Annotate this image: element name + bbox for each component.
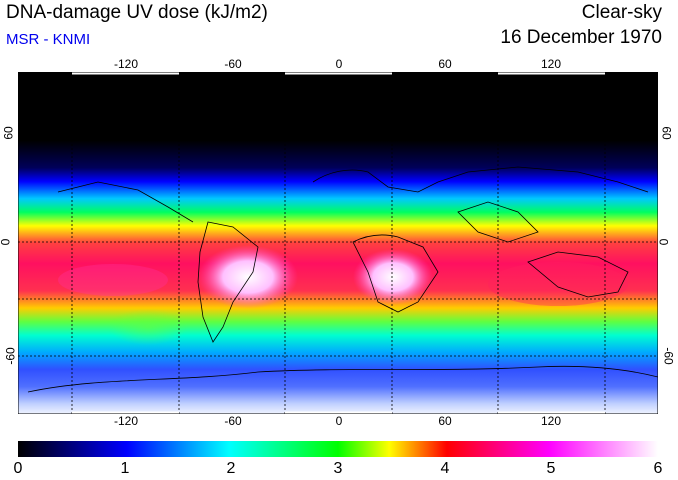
color-scale-label: 3 xyxy=(333,460,343,477)
latitude-label-right: 0 xyxy=(656,238,671,246)
latitude-label-left: 0 xyxy=(0,239,12,246)
color-scale-label: 4 xyxy=(440,460,450,477)
longitude-label-bottom: 120 xyxy=(540,414,562,428)
longitude-label-bottom: 60 xyxy=(438,414,452,428)
color-scale-bar xyxy=(18,441,658,457)
sky-condition-label: Clear-sky xyxy=(581,2,662,23)
latitude-label-right: 60 xyxy=(659,126,674,140)
longitude-label-top: 0 xyxy=(335,57,343,71)
longitude-label-top: -120 xyxy=(113,57,139,71)
longitude-label-top: 60 xyxy=(438,57,452,71)
longitude-label-top: -60 xyxy=(224,57,242,71)
latitude-label-right: -60 xyxy=(661,347,676,365)
color-scale-label: 2 xyxy=(226,460,236,477)
color-scale-label: 6 xyxy=(653,460,663,477)
map-title: DNA-damage UV dose (kJ/m2) xyxy=(6,2,268,23)
longitude-label-bottom: 0 xyxy=(335,414,343,428)
color-scale-label: 1 xyxy=(120,460,130,477)
latitude-label-left: -60 xyxy=(3,347,18,365)
color-scale-label: 0 xyxy=(13,460,23,477)
source-label: MSR - KNMI xyxy=(6,31,91,48)
color-scale-label: 5 xyxy=(546,460,556,477)
longitude-label-top: 120 xyxy=(540,57,562,71)
longitude-label-bottom: -120 xyxy=(113,414,139,428)
uv-dose-map xyxy=(18,72,658,414)
longitude-label-bottom: -60 xyxy=(224,414,242,428)
latitude-label-left: 60 xyxy=(1,126,16,140)
date-label: 16 December 1970 xyxy=(500,27,662,48)
